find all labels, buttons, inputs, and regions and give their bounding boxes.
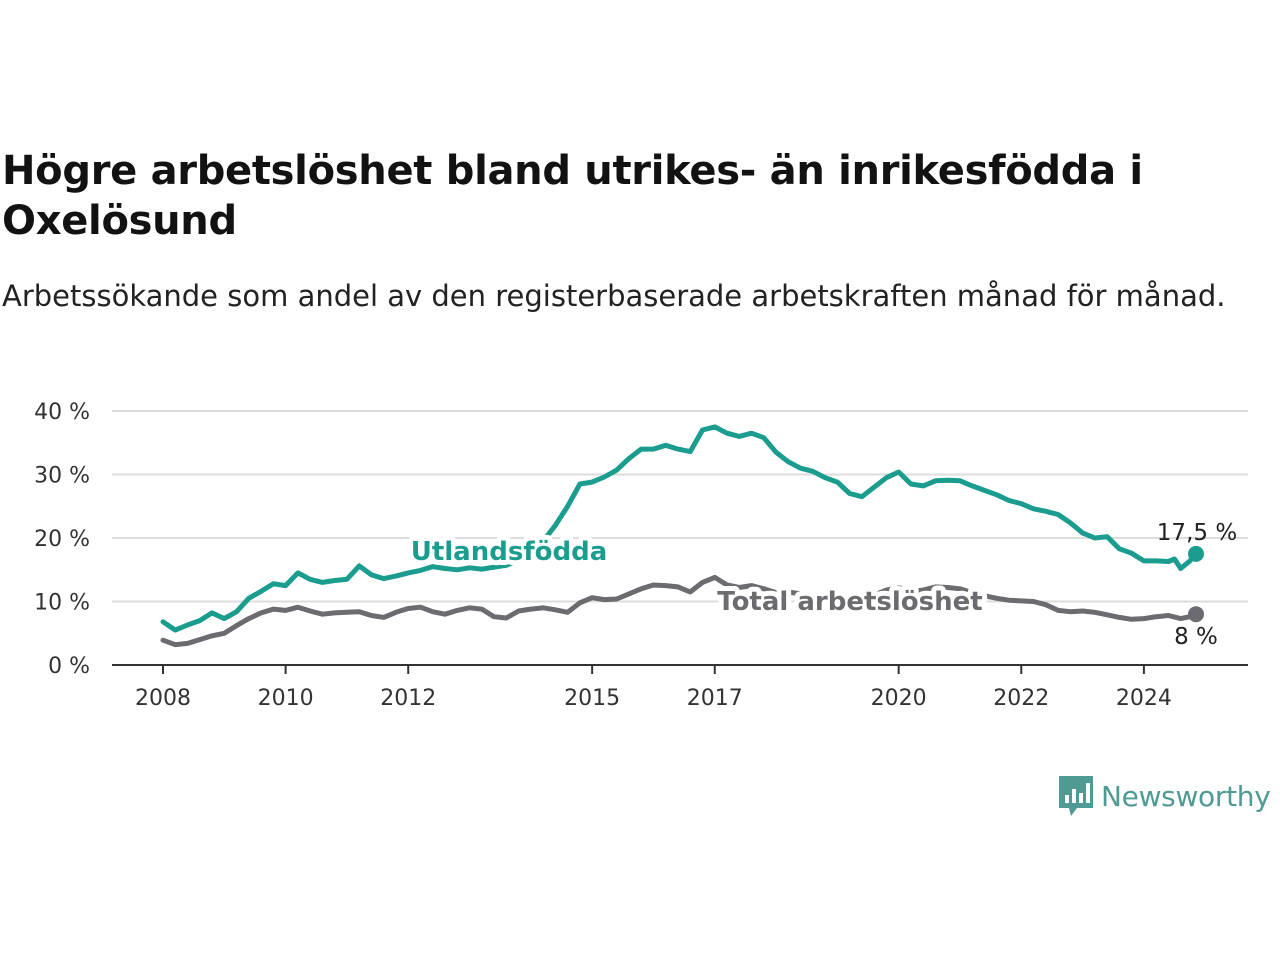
end-label-total: 8 % — [1174, 624, 1218, 650]
y-tick-label: 20 % — [34, 527, 90, 552]
gridlines — [112, 410, 1248, 666]
end-dot-total — [1188, 606, 1204, 623]
chart-subtitle: Arbetssökande som andel av den registerb… — [2, 279, 1226, 313]
brand-name: Newsworthy — [1101, 779, 1271, 813]
x-tick-label: 2020 — [871, 686, 927, 711]
end-dot-utlandsfodda — [1188, 545, 1204, 562]
chart-title: Högre arbetslöshet bland utrikes- än inr… — [2, 148, 1143, 244]
x-tick-label: 2010 — [258, 686, 314, 711]
newsworthy-logo-icon — [1059, 776, 1093, 816]
x-tick-label: 2017 — [687, 686, 743, 711]
y-tick-label: 40 % — [34, 400, 90, 425]
y-tick-label: 0 % — [48, 654, 90, 679]
x-tick-label: 2008 — [135, 686, 191, 711]
series-label-utlandsfodda-halo: Utlandsfödda — [411, 537, 608, 567]
series-label-total-halo: Total arbetslöshet — [717, 587, 982, 617]
series-label-total: Total arbetslöshet — [717, 587, 982, 617]
series-label-utlandsfodda: Utlandsfödda — [411, 537, 608, 567]
x-axis-ticks: 2008 2010 2012 2015 2017 2020 2022 2024 — [135, 665, 1172, 711]
series-lines — [160, 424, 1204, 648]
x-tick-label: 2022 — [993, 686, 1049, 711]
series-line-utlandsfodda — [160, 424, 1199, 633]
x-tick-label: 2012 — [380, 686, 436, 711]
y-tick-label: 10 % — [34, 591, 90, 616]
line-chart: 0 % 10 % 20 % 30 % 40 % 2008 2010 2012 2015 2017… — [34, 400, 1248, 711]
newsworthy-brand: Newsworthy — [1059, 773, 1271, 819]
x-tick-label: 2015 — [564, 686, 620, 711]
y-tick-label: 30 % — [34, 464, 90, 489]
x-tick-label: 2024 — [1116, 686, 1172, 711]
end-label-utlandsfodda: 17,5 % — [1157, 520, 1237, 546]
series-line-total — [160, 574, 1199, 648]
y-axis-ticks: 0 % 10 % 20 % 30 % 40 % — [34, 400, 90, 679]
